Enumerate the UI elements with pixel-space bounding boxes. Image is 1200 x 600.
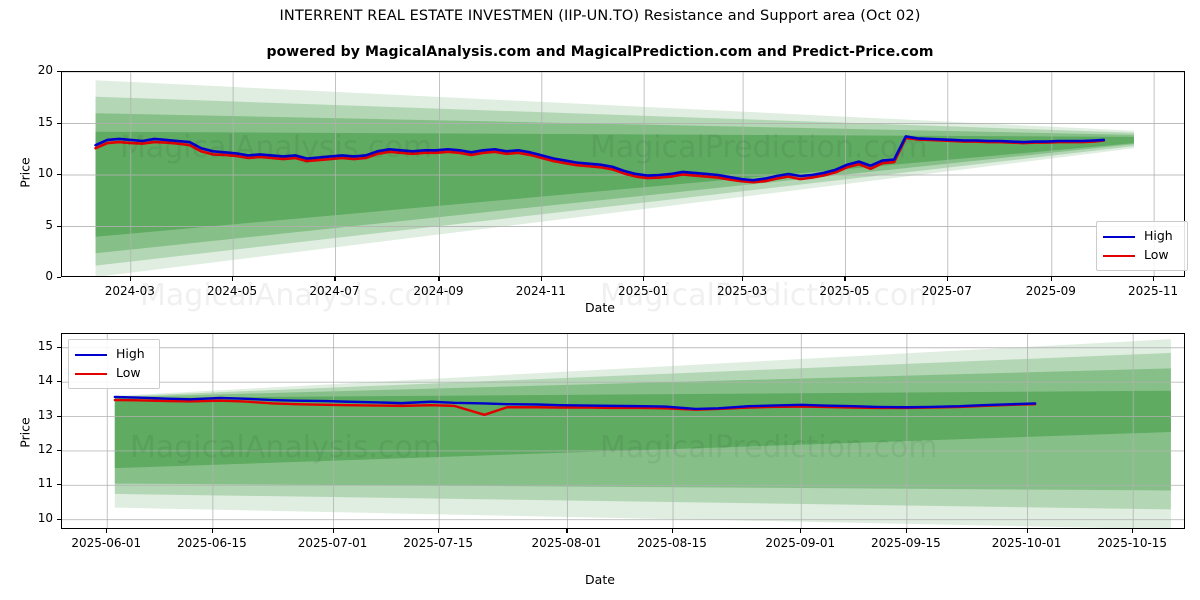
x-tick-mark xyxy=(106,529,108,533)
x-tick-mark xyxy=(566,529,568,533)
y-tick-mark xyxy=(57,122,61,124)
x-tick-label: 2025-10-15 xyxy=(1097,536,1168,550)
y-tick-label: 20 xyxy=(37,63,53,77)
x-tick-mark xyxy=(1050,277,1052,281)
x-tick-label: 2025-11 xyxy=(1128,284,1179,298)
overview-chart-panel: Price 0 5 10 15 20 2024-03 2024-05 2024-07 2024… xyxy=(18,63,1188,315)
x-tick-label: 2025-09 xyxy=(1025,284,1076,298)
legend-label-low: Low xyxy=(1144,247,1169,263)
x-tick-label: 2024-11 xyxy=(515,284,566,298)
x-tick-mark xyxy=(946,277,948,281)
legend-label-high: High xyxy=(1144,228,1173,244)
legend-swatch-high xyxy=(1103,235,1135,238)
x-tick-mark xyxy=(800,529,802,533)
overview-plot-area xyxy=(61,71,1185,277)
y-tick-label: 5 xyxy=(45,217,53,232)
legend-row-low: Low xyxy=(75,364,151,383)
x-tick-mark xyxy=(129,277,131,281)
x-tick-mark xyxy=(334,277,336,281)
page-subtitle: powered by MagicalAnalysis.com and Magic… xyxy=(266,44,934,60)
x-tick-mark xyxy=(211,529,214,533)
y-tick-mark xyxy=(57,415,61,417)
y-tick-mark xyxy=(57,484,61,486)
x-tick-label: 2024-09 xyxy=(413,284,464,298)
zoom-x-axis-label: Date xyxy=(585,572,615,587)
x-tick-label: 2024-03 xyxy=(104,284,155,298)
x-tick-mark xyxy=(540,277,542,281)
y-tick-mark xyxy=(57,174,61,176)
y-tick-label: 13 xyxy=(37,407,53,422)
y-tick-mark xyxy=(57,277,61,279)
x-tick-mark xyxy=(844,277,846,281)
zoom-plot-area xyxy=(61,333,1185,529)
x-tick-label: 2025-07-15 xyxy=(403,536,474,550)
x-tick-label: 2024-05 xyxy=(207,284,258,298)
y-tick-mark xyxy=(57,71,61,73)
overview-x-axis-label: Date xyxy=(585,300,615,315)
y-tick-label: 0 xyxy=(45,269,53,283)
x-tick-mark xyxy=(438,529,440,533)
y-tick-mark xyxy=(57,225,61,227)
x-tick-mark xyxy=(742,277,744,281)
x-tick-label: 2025-03 xyxy=(717,284,768,298)
y-tick-mark xyxy=(57,518,61,520)
zoom-legend[interactable]: High Low xyxy=(68,339,160,389)
y-tick-mark xyxy=(57,381,61,383)
x-tick-mark xyxy=(1026,529,1028,533)
y-tick-label: 12 xyxy=(37,441,53,456)
x-tick-label: 2025-07-01 xyxy=(297,536,368,550)
y-tick-mark xyxy=(57,449,61,452)
y-tick-label: 15 xyxy=(37,114,53,129)
legend-row-high: High xyxy=(1103,227,1179,246)
x-tick-label: 2025-09-01 xyxy=(765,536,836,550)
y-tick-label: 15 xyxy=(37,338,53,353)
x-tick-label: 2025-10-01 xyxy=(991,536,1062,550)
legend-label-low: Low xyxy=(116,365,141,381)
y-tick-label: 14 xyxy=(37,373,53,388)
x-tick-mark xyxy=(232,277,234,281)
legend-swatch-high xyxy=(75,353,107,356)
legend-swatch-low xyxy=(75,372,107,375)
y-tick-label: 11 xyxy=(37,476,53,491)
legend-label-high: High xyxy=(116,346,145,362)
x-tick-mark xyxy=(672,529,674,533)
x-tick-label: 2025-08-01 xyxy=(531,536,602,550)
x-tick-label: 2025-09-15 xyxy=(871,536,941,550)
x-tick-label: 2025-07 xyxy=(921,284,972,298)
page-title: INTERRENT REAL ESTATE INVESTMEN (IIP-UN.… xyxy=(279,8,921,24)
legend-row-low: Low xyxy=(1103,246,1179,265)
x-tick-label: 2025-06-01 xyxy=(71,536,142,550)
x-tick-label: 2025-05 xyxy=(819,284,870,298)
x-tick-label: 2024-07 xyxy=(309,284,360,298)
x-tick-mark xyxy=(905,529,908,533)
legend-swatch-low xyxy=(1103,254,1135,257)
y-tick-mark xyxy=(57,346,61,348)
x-tick-label: 2025-06-15 xyxy=(176,536,247,550)
legend-row-high: High xyxy=(75,345,151,364)
x-tick-mark xyxy=(332,529,334,533)
x-tick-mark xyxy=(643,277,645,281)
x-tick-label: 2025-08-15 xyxy=(637,536,707,550)
x-tick-mark xyxy=(1132,529,1134,533)
y-tick-label: 10 xyxy=(37,166,53,180)
x-tick-mark xyxy=(1153,277,1155,281)
y-tick-label: 10 xyxy=(37,510,53,525)
overview-legend[interactable]: High Low xyxy=(1096,221,1188,271)
x-tick-mark xyxy=(438,277,440,281)
x-tick-label: 2025-01 xyxy=(618,284,669,298)
